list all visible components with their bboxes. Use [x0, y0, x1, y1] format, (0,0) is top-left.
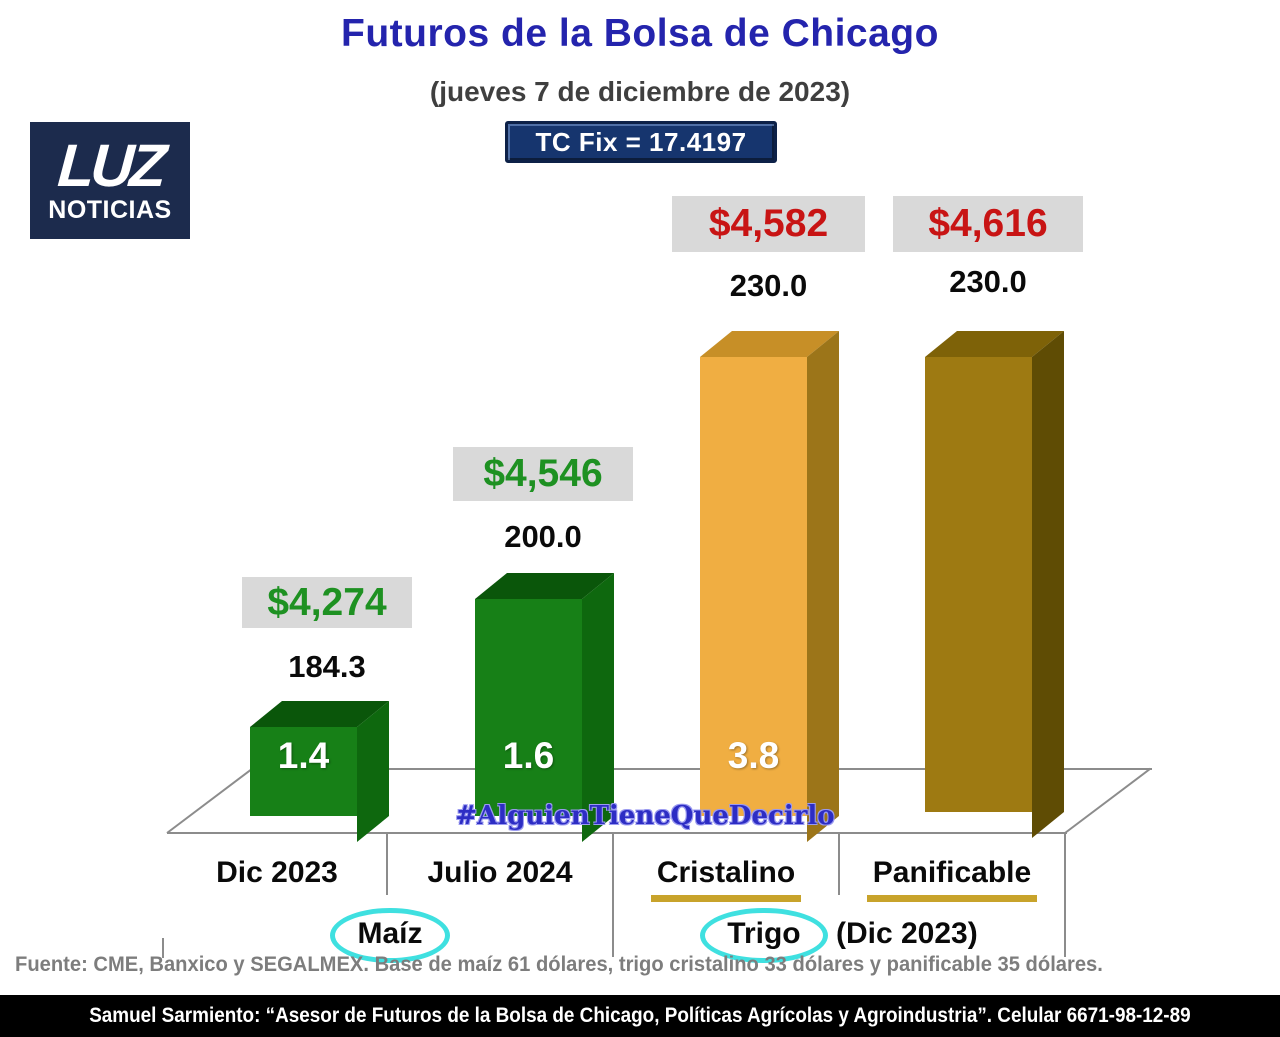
bar-maiz-dic2023: [250, 727, 357, 816]
source-note: Fuente: CME, Banxico y SEGALMEX. Base de…: [15, 953, 1103, 976]
bar-trigo-cristalino-side: [807, 331, 839, 842]
group-label-trigo: Trigo: [727, 917, 801, 950]
axis-divider-dic-julio: [386, 833, 388, 895]
bottom-banner: Samuel Sarmiento: “Asesor de Futuros de …: [0, 995, 1280, 1037]
group-trigo: Trigo (Dic 2023): [613, 908, 1065, 963]
bar-trigo-cristalino: [700, 357, 807, 816]
usd-label-panificable: 230.0: [949, 264, 1027, 299]
category-label: Julio 2024: [427, 856, 573, 889]
usd-label-cristalino: 230.0: [729, 268, 808, 303]
logo-word-noticias: NOTICIAS: [48, 195, 172, 224]
category-label-underlined: Cristalino: [650, 856, 802, 902]
trigo-ellipse-highlight: Trigo: [700, 908, 828, 963]
page-title: Futuros de la Bolsa de Chicago: [341, 12, 939, 55]
axis-divider-cristalino-panificable: [838, 833, 840, 895]
bar-maiz-julio2024: [475, 599, 582, 816]
maiz-ellipse-highlight: Maíz: [330, 908, 450, 963]
category-dic-2023: Dic 2023: [167, 856, 387, 890]
category-julio-2024: Julio 2024: [387, 856, 613, 890]
luz-noticias-logo: LUZ NOTICIAS: [30, 122, 190, 239]
floor-left-edge: [166, 767, 254, 834]
axis-baseline: [167, 832, 1067, 834]
bar-maiz-dic2023-value: 1.4: [277, 735, 330, 776]
bar-trigo-panificable: [925, 357, 1032, 812]
floor-right-edge: [1064, 767, 1152, 834]
tc-fix-badge: TC Fix = 17.4197: [505, 121, 777, 163]
price-label-panificable: $4,616: [893, 196, 1083, 252]
price-label-maiz-dic2023: $4,274: [242, 577, 412, 628]
bar-maiz-julio2024-side: [582, 573, 614, 842]
bar-maiz-julio2024-value: 1.6: [502, 735, 555, 776]
group-label-maiz: Maíz: [357, 917, 423, 950]
logo-word-luz: LUZ: [55, 131, 165, 199]
category-label: Dic 2023: [216, 856, 338, 889]
price-label-cristalino: $4,582: [672, 196, 865, 252]
axis-left-tick: [162, 938, 164, 958]
group-maiz: Maíz: [167, 908, 613, 963]
page-subtitle: (jueves 7 de diciembre de 2023): [429, 76, 851, 107]
group-label-trigo-suffix: (Dic 2023): [835, 917, 978, 950]
usd-label-maiz-julio2024: 200.0: [504, 519, 582, 554]
axis-divider-maiz-trigo: [612, 833, 614, 957]
bar-maiz-dic2023-side: [357, 701, 389, 842]
category-cristalino: Cristalino: [613, 856, 839, 902]
category-label-underlined: Panificable: [866, 856, 1038, 902]
hashtag-watermark: #AlguienTieneQueDecirlo: [455, 801, 835, 831]
bottom-banner-text: Samuel Sarmiento: “Asesor de Futuros de …: [89, 1004, 1191, 1027]
price-label-maiz-julio2024: $4,546: [453, 447, 633, 501]
usd-label-maiz-dic2023: 184.3: [288, 649, 366, 684]
bar-trigo-cristalino-value: 3.8: [727, 735, 780, 776]
axis-right-edge: [1064, 833, 1066, 957]
category-panificable: Panificable: [839, 856, 1065, 902]
bar-trigo-panificable-side: [1032, 331, 1064, 838]
